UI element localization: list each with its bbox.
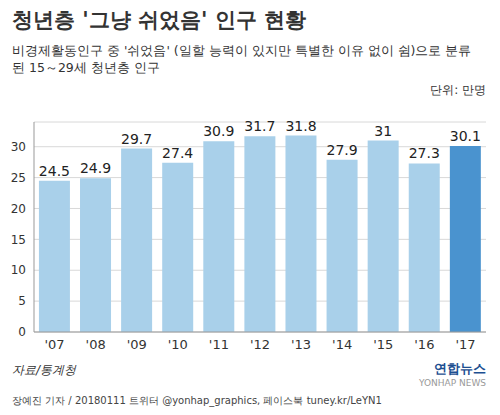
svg-text:30.1: 30.1 xyxy=(450,128,481,144)
svg-text:10: 10 xyxy=(11,263,26,277)
svg-text:0: 0 xyxy=(18,325,26,339)
svg-text:27.4: 27.4 xyxy=(162,145,193,161)
svg-text:30: 30 xyxy=(11,140,26,154)
html-text:YONHAP NEWS: YONHAP NEWS xyxy=(418,378,486,388)
svg-text:31.7: 31.7 xyxy=(244,118,275,134)
svg-text:'07: '07 xyxy=(44,337,64,352)
html-text:청년층 '그냥 쉬었음' 인구 현황: 청년층 '그냥 쉬었음' 인구 현황 xyxy=(12,8,307,32)
svg-text:15: 15 xyxy=(11,233,26,247)
svg-text:'16: '16 xyxy=(414,337,434,352)
svg-text:24.9: 24.9 xyxy=(80,160,111,176)
svg-text:5: 5 xyxy=(18,294,26,308)
svg-text:'11: '11 xyxy=(209,337,229,352)
html-text:장예진 기자 / 20180111 트위터 @yonhap_: 장예진 기자 / 20180111 트위터 @yonhap_graphics, … xyxy=(12,395,382,406)
svg-text:'12: '12 xyxy=(250,337,270,352)
svg-text:'09: '09 xyxy=(127,337,147,352)
html-text:연합뉴스: 연합뉴스 xyxy=(434,361,486,376)
html-text:비경제활동인구 중 '쉬었음' (일할 능력이 있지만 특별: 비경제활동인구 중 '쉬었음' (일할 능력이 있지만 특별한 이유 없이 쉼)… xyxy=(12,43,472,75)
svg-text:'14: '14 xyxy=(332,337,352,352)
html-text:단위: 만명: 단위: 만명 xyxy=(430,83,486,97)
svg-text:31: 31 xyxy=(374,123,392,139)
svg-text:25: 25 xyxy=(11,171,26,185)
svg-text:'10: '10 xyxy=(168,337,188,352)
svg-text:27.9: 27.9 xyxy=(326,142,357,158)
svg-text:29.7: 29.7 xyxy=(121,131,152,147)
svg-text:'08: '08 xyxy=(86,337,106,352)
svg-text:'17: '17 xyxy=(455,337,475,352)
svg-text:27.3: 27.3 xyxy=(409,145,440,161)
svg-text:30.9: 30.9 xyxy=(203,123,234,139)
svg-text:24.5: 24.5 xyxy=(39,163,70,179)
svg-text:'13: '13 xyxy=(291,337,311,352)
html-text:자료/통계청: 자료/통계청 xyxy=(12,363,76,377)
svg-text:31.8: 31.8 xyxy=(285,118,316,134)
svg-text:20: 20 xyxy=(11,202,26,216)
svg-text:'15: '15 xyxy=(373,337,393,352)
